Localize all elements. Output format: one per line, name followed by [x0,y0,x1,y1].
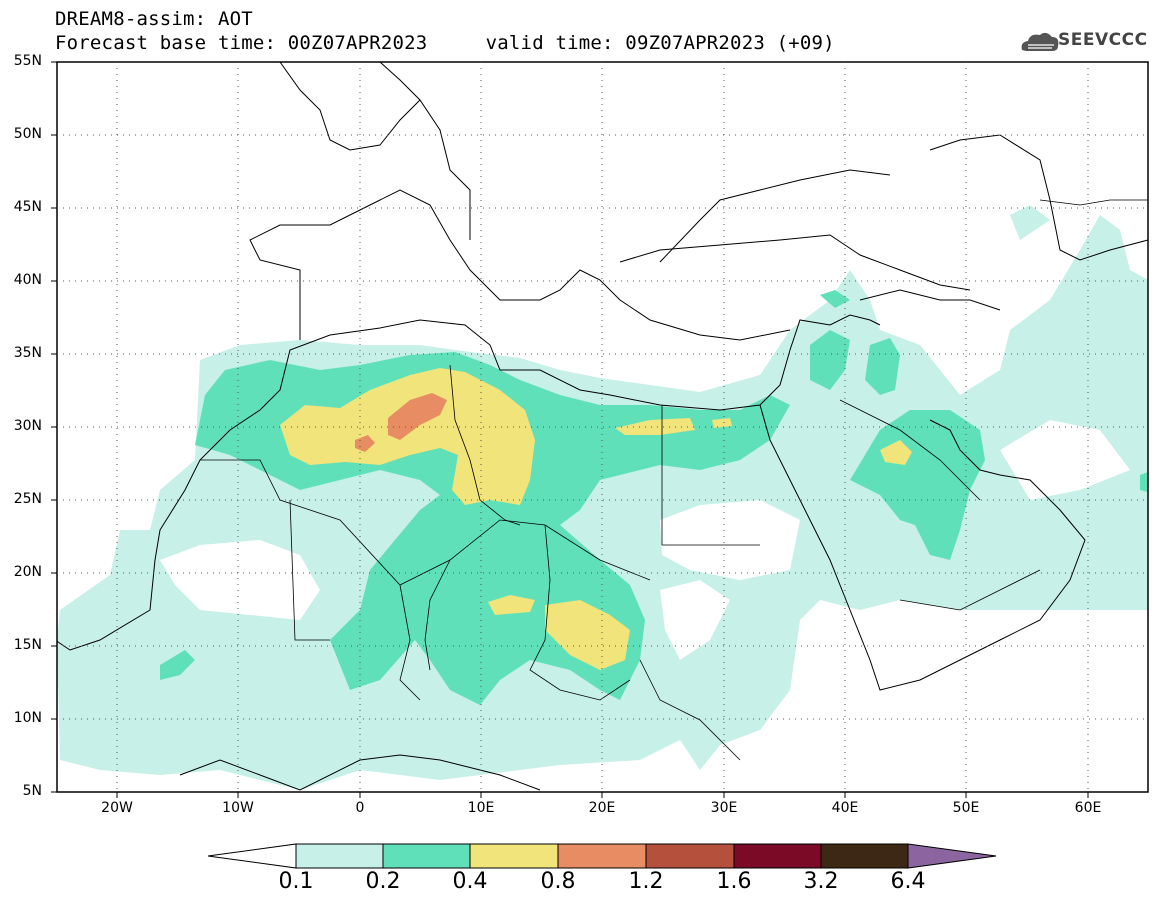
lat-label: 5N [22,783,42,799]
lat-label: 30N [13,418,42,434]
colorbar-label: 1.2 [628,869,664,894]
lat-label: 10N [13,710,42,726]
lon-label: 0 [355,800,365,816]
map-title: DREAM8-assim: AOT [55,8,253,30]
lon-label: 20W [101,800,133,816]
colorbar-high-arrow [907,843,997,869]
colorbar-label: 6.4 [890,869,926,894]
lat-label: 35N [13,345,42,361]
colorbar-label: 0.1 [278,869,314,894]
lon-label: 50E [952,800,980,816]
colorbar-box-6 [733,843,822,869]
colorbar-label: 1.6 [716,869,752,894]
borders [200,199,1148,761]
colorbar-box-1 [295,843,384,869]
seevccc-logo [1021,32,1059,51]
colorbar-label: 0.2 [365,869,401,894]
lon-label: 60E [1074,800,1102,816]
colorbar-label: 0.8 [540,869,576,894]
lat-label: 45N [13,199,42,215]
lon-label: 30E [710,800,738,816]
lat-label: 50N [13,126,42,142]
lon-label: 10E [467,800,495,816]
lat-label: 20N [13,564,42,580]
colorbar-box-7 [820,843,909,869]
map-subtitle: Forecast base time: 00Z07APR2023 valid t… [55,32,835,54]
colorbar-label: 3.2 [803,869,839,894]
lon-label: 40E [831,800,859,816]
colorbar [207,843,997,869]
colorbar-box-4 [557,843,647,869]
colorbar-box-5 [645,843,735,869]
lon-label: 20E [588,800,616,816]
colorbar-low-arrow [207,843,297,869]
aot-level-0.4 [280,368,912,670]
lat-label: 55N [13,53,42,69]
lat-label: 40N [13,272,42,288]
coastlines [57,62,1148,791]
colorbar-box-3 [469,843,559,869]
lat-label: 25N [13,491,42,507]
aot-level-0.8 [355,393,447,452]
logo-text: SEEVCCC [1058,30,1148,50]
colorbar-label: 0.4 [452,869,488,894]
colorbar-box-2 [382,843,471,869]
lat-label: 15N [13,637,42,653]
lon-label: 10W [222,800,254,816]
cloud-icon [1021,32,1059,51]
